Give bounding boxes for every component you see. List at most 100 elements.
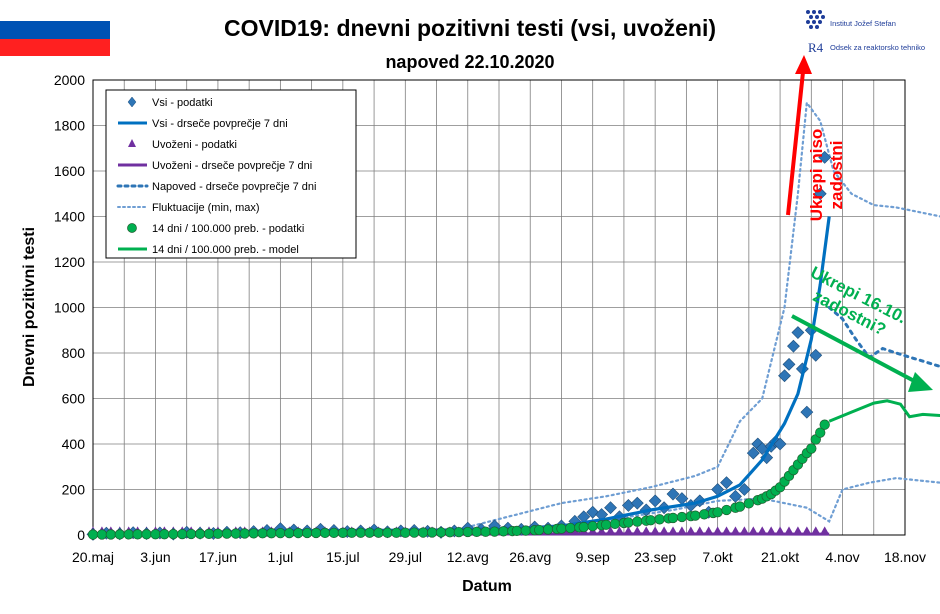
imported-point <box>722 526 732 535</box>
legend-label: Vsi - podatki <box>152 97 213 109</box>
14d-point <box>498 526 509 537</box>
x-tick-label: 20.maj <box>72 549 114 565</box>
r4-logo-text: Odsek za reaktorsko tehniko <box>830 43 925 52</box>
x-tick-label: 9.sep <box>576 549 610 565</box>
14d-point <box>743 498 754 509</box>
green-arrow <box>791 314 933 392</box>
legend-item: Uvoženi - podatki <box>128 139 237 151</box>
imported-point <box>704 526 714 535</box>
14d-point <box>480 526 491 537</box>
imported-point <box>784 526 794 535</box>
y-tick-label: 1400 <box>54 209 85 225</box>
14d-point <box>542 524 554 535</box>
14d-point <box>186 528 197 540</box>
x-tick-label: 23.sep <box>634 549 676 565</box>
all-point <box>813 187 827 201</box>
14d-point <box>248 528 259 539</box>
14d-point <box>645 515 656 526</box>
y-tick-label: 200 <box>62 482 86 498</box>
all-point <box>729 489 742 503</box>
14d-point <box>319 527 331 539</box>
imported-point <box>641 526 651 535</box>
x-tick-label: 12.avg <box>447 549 489 565</box>
series-layer <box>86 99 940 541</box>
14d-point <box>609 518 621 530</box>
y-tick-label: 1000 <box>54 300 85 316</box>
legend-label: Fluktuacije (min, max) <box>152 202 260 214</box>
legend-item: Fluktuacije (min, max) <box>117 202 260 214</box>
imported-point <box>793 526 803 535</box>
x-tick-label: 17.jun <box>199 549 237 565</box>
legend-item: Napoved - drseče povprečje 7 dni <box>116 181 316 193</box>
all-point <box>746 446 760 460</box>
14d-point <box>239 528 250 539</box>
legend-label: 14 dni / 100.000 preb. - model <box>152 244 299 256</box>
imported-point <box>614 526 624 535</box>
14d-point <box>819 419 830 430</box>
all-point <box>737 483 751 496</box>
slovenia-flag <box>0 4 110 56</box>
all-point <box>782 357 796 371</box>
x-tick-label: 1.jul <box>268 549 294 565</box>
14d-point <box>806 443 817 454</box>
14d-point <box>230 528 241 539</box>
legend-item: Uvoženi - drseče povprečje 7 dni <box>118 160 312 172</box>
14d-point <box>556 523 567 534</box>
y-tick-label: 1800 <box>54 118 85 134</box>
14d-point <box>257 528 268 539</box>
r4-logo: R4 Odsek za reaktorsko tehniko <box>808 40 925 55</box>
14d-point <box>168 528 179 540</box>
y-tick-label: 2000 <box>54 72 85 88</box>
14d-point <box>87 529 99 540</box>
14d-point <box>690 510 701 521</box>
14d-point <box>364 527 375 538</box>
imported-point <box>686 526 696 535</box>
red-annotation-line-1: Ukrepi niso <box>807 129 826 222</box>
14d-point <box>462 526 473 538</box>
all-point <box>648 494 662 508</box>
legend-label: Napoved - drseče povprečje 7 dni <box>152 181 316 193</box>
legend-item: Vsi - podatki <box>127 96 213 109</box>
imported-point <box>606 526 616 535</box>
red-arrow <box>786 55 812 216</box>
14d-point <box>435 527 447 538</box>
y-tick-label: 0 <box>77 527 85 543</box>
14d-point <box>373 527 384 538</box>
14d-point <box>391 527 402 538</box>
y-tick-label: 1200 <box>54 254 85 270</box>
all-point <box>787 339 800 353</box>
chart-subtitle: napoved 22.10.2020 <box>385 52 554 72</box>
14d-point <box>105 529 116 540</box>
14d-point <box>676 511 688 523</box>
14d-point <box>302 527 313 539</box>
ticks: 0 200 400 600 800 1000 1200 1400 1600 1800 2000 20.… <box>54 72 926 565</box>
14d-point <box>712 507 723 518</box>
14d-point <box>400 527 411 538</box>
all-point <box>630 496 644 510</box>
imported-point <box>730 526 740 535</box>
14d-point <box>284 527 295 539</box>
14d-point <box>346 527 357 538</box>
14d-point <box>667 512 679 524</box>
14d-point <box>453 526 464 538</box>
imported-point <box>632 526 642 535</box>
14d-point <box>520 525 531 536</box>
legend-box <box>105 89 357 259</box>
all-point <box>604 501 617 515</box>
legend-item: Vsi - drseče povprečje 7 dni <box>118 118 288 130</box>
series-fluctuation <box>471 99 940 527</box>
y-tick-label: 400 <box>62 436 86 452</box>
all-point <box>809 348 823 362</box>
legend-label: Uvoženi - drseče povprečje 7 dni <box>152 160 312 172</box>
x-tick-label: 18.nov <box>884 549 926 565</box>
all-point <box>720 476 733 490</box>
14d-point <box>141 529 152 540</box>
14d-point <box>275 527 286 539</box>
14d-point <box>426 527 438 538</box>
14d-point <box>534 524 545 536</box>
imported-point <box>668 526 678 535</box>
14d-point <box>382 527 393 538</box>
red-annotation-line-2: zadostni <box>827 141 846 210</box>
series-14d-model <box>828 399 940 423</box>
imported-point <box>775 526 785 535</box>
